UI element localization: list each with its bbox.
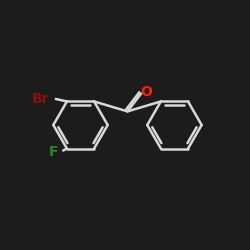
Text: O: O: [140, 85, 152, 99]
Text: F: F: [49, 145, 58, 159]
Text: Br: Br: [32, 92, 50, 106]
